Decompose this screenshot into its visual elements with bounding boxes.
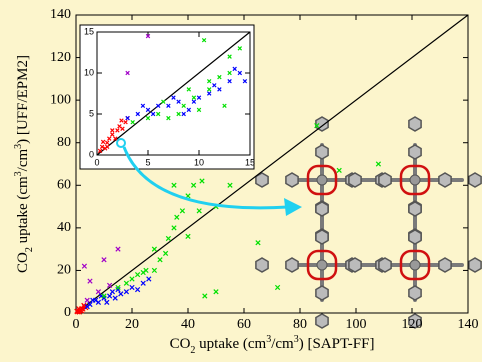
ring: [439, 258, 451, 272]
metal-center: [317, 260, 327, 270]
metal-center: [317, 175, 327, 185]
y-tick-label: 0: [64, 305, 71, 320]
ring: [469, 258, 481, 272]
y-tick-label: 0: [89, 149, 94, 159]
x-tick-label: 20: [125, 317, 139, 332]
label-part: uptake (cm: [15, 176, 31, 247]
y-tick-label: 10: [84, 67, 94, 77]
y-tick-label: 140: [50, 7, 71, 22]
x-tick-label: 10: [194, 157, 204, 167]
y-tick-label: 5: [89, 108, 94, 118]
x-tick-label: 120: [402, 317, 423, 332]
ring: [409, 286, 421, 300]
x-tick-label: 80: [293, 317, 307, 332]
x-tick-label: 15: [245, 157, 255, 167]
ring: [469, 173, 481, 187]
chart: 020406080100120140020406080100120140CO2 …: [0, 0, 482, 362]
x-tick-label: 40: [181, 317, 195, 332]
ring: [256, 258, 268, 272]
y-tick-label: 15: [84, 26, 94, 36]
x-tick-label: 60: [237, 317, 251, 332]
ring: [316, 314, 328, 328]
label-part: /cm: [271, 336, 294, 352]
label-part: /cm: [15, 148, 31, 171]
x-tick-label: 5: [145, 157, 150, 167]
ring: [349, 173, 361, 187]
ring: [286, 258, 298, 272]
x-tick-label: 140: [458, 317, 479, 332]
y-tick-label: 120: [50, 50, 71, 65]
label-part: ) [SAPT-FF]: [299, 336, 375, 352]
label-part: CO: [15, 252, 31, 273]
label-part: CO: [170, 336, 191, 352]
metal-center: [410, 260, 420, 270]
page: 020406080100120140020406080100120140CO2 …: [0, 0, 482, 362]
x-tick-label: 100: [346, 317, 367, 332]
ring: [316, 202, 328, 216]
y-tick-label: 40: [57, 220, 71, 235]
ring: [349, 258, 361, 272]
y-tick-label: 60: [57, 178, 71, 193]
ring: [379, 173, 391, 187]
label-part: uptake (cm: [195, 336, 266, 352]
ring: [409, 117, 421, 131]
ring: [316, 286, 328, 300]
ring: [316, 230, 328, 244]
x-tick-label: 0: [73, 317, 80, 332]
ring: [379, 258, 391, 272]
x-tick-label: 0: [94, 157, 99, 167]
ring: [409, 145, 421, 159]
ring: [316, 145, 328, 159]
ring: [439, 173, 451, 187]
y-tick-label: 80: [57, 135, 71, 150]
metal-center: [410, 175, 420, 185]
ring: [409, 230, 421, 244]
label-part: ) [UFF/EPM2]: [15, 55, 31, 144]
ring: [409, 202, 421, 216]
y-tick-label: 20: [57, 263, 71, 278]
y-tick-label: 100: [50, 92, 71, 107]
ring: [286, 173, 298, 187]
